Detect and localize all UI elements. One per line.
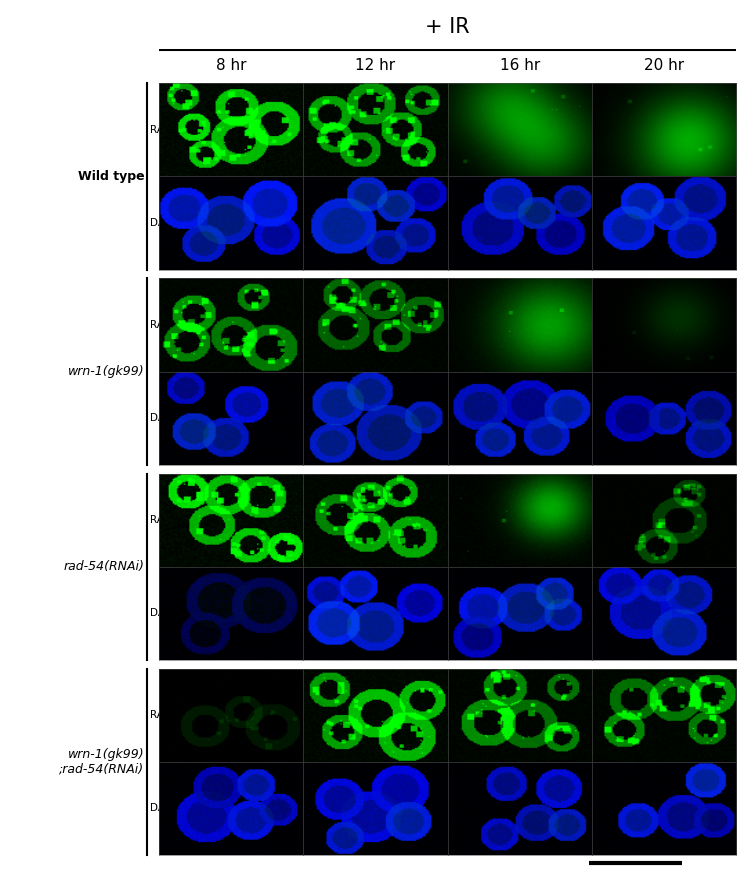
- Text: DAPI: DAPI: [149, 218, 174, 228]
- Text: RAD-51: RAD-51: [149, 320, 189, 330]
- Text: wrn-1(gk99)
;rad-54(RNAi): wrn-1(gk99) ;rad-54(RNAi): [59, 748, 144, 776]
- Text: wrn-1(gk99): wrn-1(gk99): [67, 365, 144, 378]
- Text: 12 hr: 12 hr: [355, 58, 396, 74]
- Text: RAD-51: RAD-51: [149, 515, 189, 525]
- Text: + IR: + IR: [425, 18, 470, 38]
- Text: 20 hr: 20 hr: [644, 58, 684, 74]
- Text: RAD-51: RAD-51: [149, 710, 189, 720]
- Text: DAPI: DAPI: [149, 609, 174, 618]
- Text: DAPI: DAPI: [149, 413, 174, 424]
- Text: rad-54(RNAi): rad-54(RNAi): [64, 560, 144, 574]
- Text: Wild type: Wild type: [78, 170, 144, 183]
- Text: RAD-51: RAD-51: [149, 125, 189, 135]
- Text: 16 hr: 16 hr: [500, 58, 540, 74]
- Text: DAPI: DAPI: [149, 803, 174, 814]
- Text: 8 hr: 8 hr: [216, 58, 246, 74]
